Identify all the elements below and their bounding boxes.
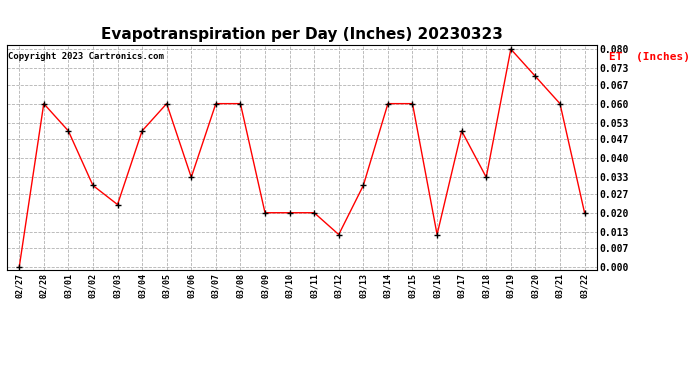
Text: ET  (Inches): ET (Inches) <box>609 52 689 62</box>
Title: Evapotranspiration per Day (Inches) 20230323: Evapotranspiration per Day (Inches) 2023… <box>101 27 503 42</box>
Text: Copyright 2023 Cartronics.com: Copyright 2023 Cartronics.com <box>8 52 164 61</box>
